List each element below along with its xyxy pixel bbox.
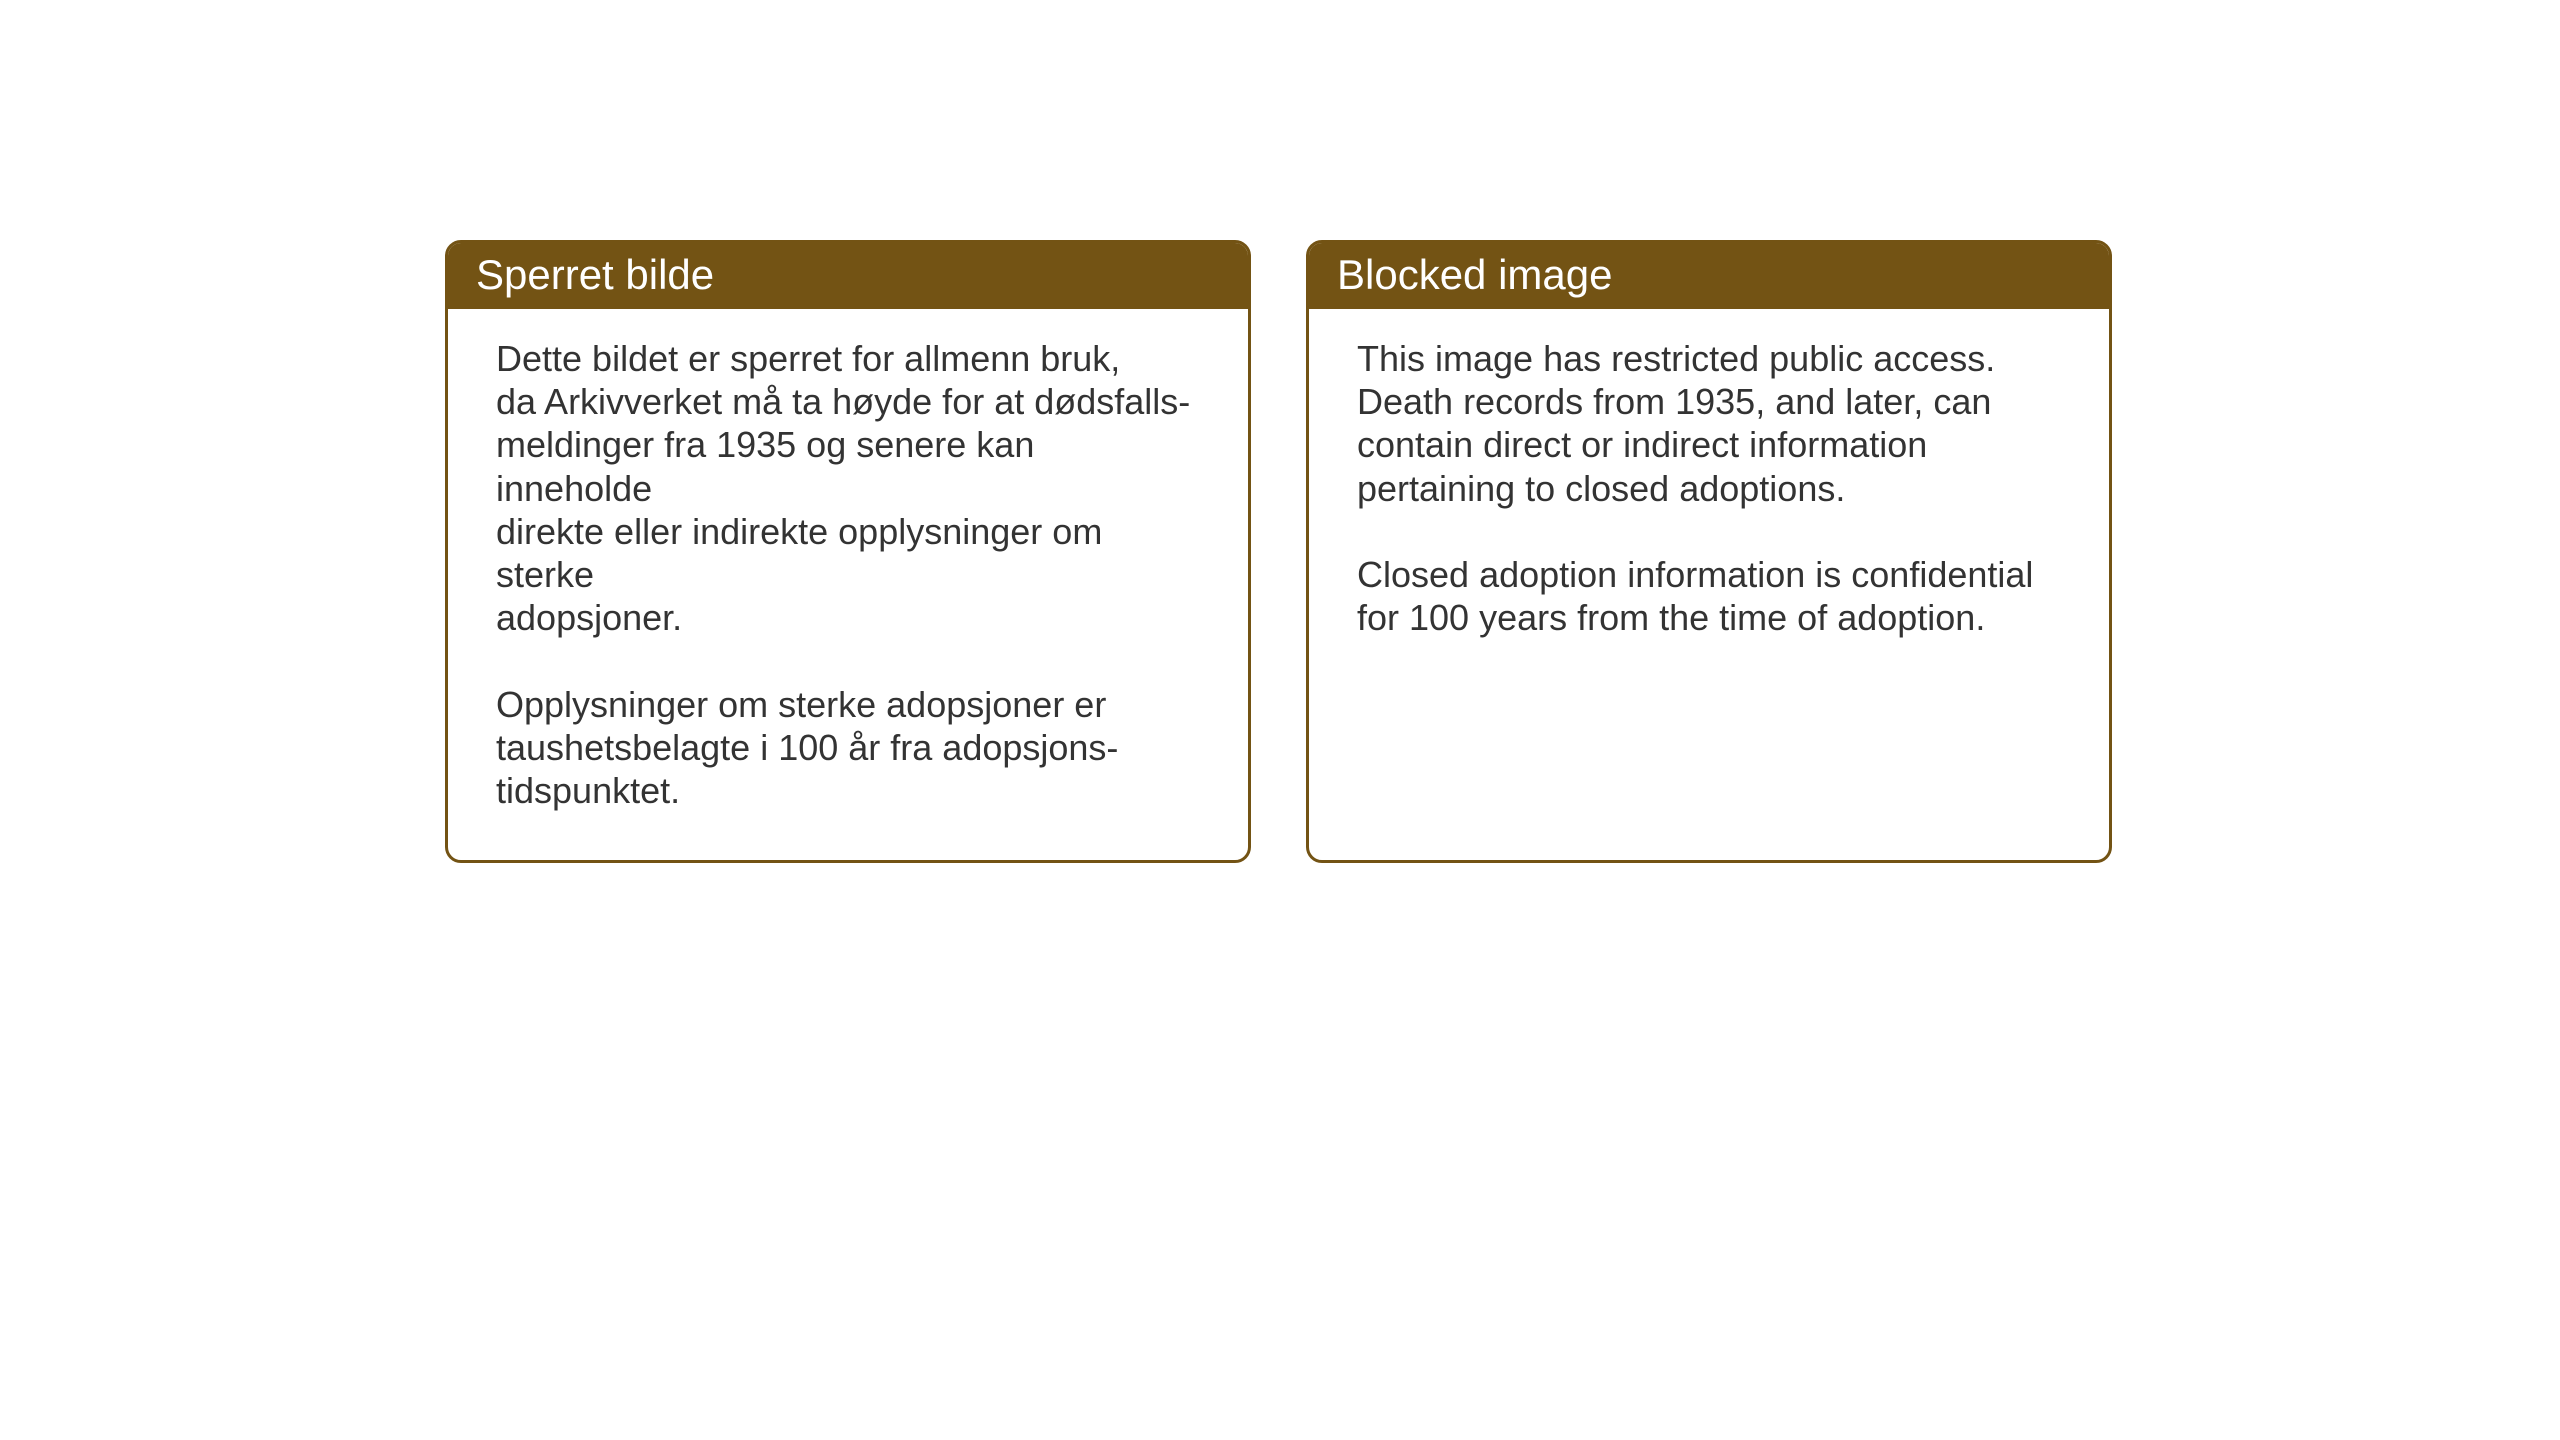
notice-card-text: This image has restricted public access.…: [1357, 337, 2061, 639]
notice-card-header: Sperret bilde: [448, 243, 1248, 309]
notice-card-text: Dette bildet er sperret for allmenn bruk…: [496, 337, 1200, 812]
notice-card-title: Blocked image: [1337, 251, 1612, 298]
notice-card-header: Blocked image: [1309, 243, 2109, 309]
notice-card-body: This image has restricted public access.…: [1309, 309, 2109, 687]
notice-card-body: Dette bildet er sperret for allmenn bruk…: [448, 309, 1248, 860]
notice-card-english: Blocked image This image has restricted …: [1306, 240, 2112, 863]
notice-container: Sperret bilde Dette bildet er sperret fo…: [445, 240, 2112, 863]
notice-card-norwegian: Sperret bilde Dette bildet er sperret fo…: [445, 240, 1251, 863]
notice-card-title: Sperret bilde: [476, 251, 714, 298]
